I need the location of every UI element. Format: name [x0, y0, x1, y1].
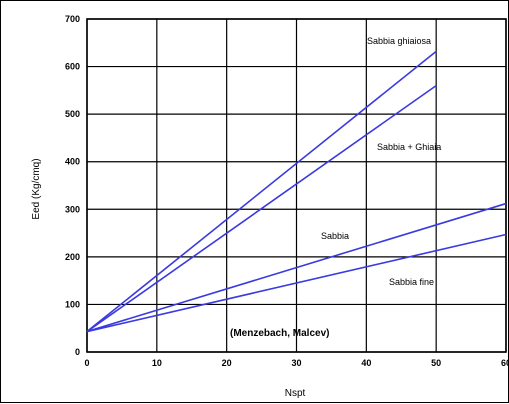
x-axis-label: Nspt [285, 388, 306, 399]
y-tick-label-500: 500 [65, 109, 80, 119]
series-label-sabbia: Sabbia [321, 231, 349, 241]
y-axis-label: Eed (Kg/cmq) [31, 158, 42, 219]
series-line-3 [86, 233, 507, 333]
x-tick-label-20: 20 [222, 358, 232, 368]
y-tick-label-0: 0 [75, 347, 80, 357]
series-lines [86, 50, 507, 333]
series-line-2 [86, 202, 507, 333]
x-tick-label-50: 50 [431, 358, 441, 368]
series-label-sabbia-ghiaiosa: Sabbia ghiaiosa [367, 36, 431, 46]
series-line-1 [86, 84, 437, 333]
x-tick-label-0: 0 [84, 358, 89, 368]
series-label-sabbia-fine: Sabbia fine [389, 277, 434, 287]
x-tick-label-40: 40 [361, 358, 371, 368]
y-tick-label-700: 700 [65, 14, 80, 24]
y-tick-labels: 0 100 200 300 400 500 600 700 [65, 14, 80, 357]
y-tick-label-200: 200 [65, 252, 80, 262]
y-tick-label-600: 600 [65, 62, 80, 72]
grid [86, 18, 507, 353]
y-tick-label-400: 400 [65, 157, 80, 167]
x-tick-label-60: 60 [501, 358, 509, 368]
x-tick-label-10: 10 [152, 358, 162, 368]
plot-border [86, 18, 507, 353]
series-label-sabbia-ghiaia: Sabbia + Ghiaia [377, 142, 441, 152]
source-annotation: (Menzebach, Malcev) [230, 328, 329, 339]
x-tick-label-30: 30 [291, 358, 301, 368]
y-tick-label-100: 100 [65, 299, 80, 309]
y-tick-label-300: 300 [65, 204, 80, 214]
x-tick-labels: 0 10 20 30 40 50 60 [84, 358, 509, 368]
series-line-0 [86, 50, 437, 333]
